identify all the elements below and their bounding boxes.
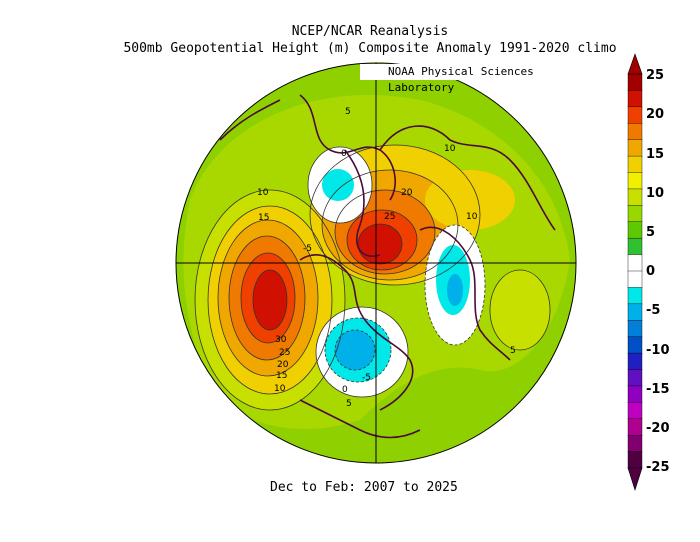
title-line-2: 500mb Geopotential Height (m) Composite … [123,41,617,56]
colorbar-swatch [627,106,643,124]
contour-label: 30 [275,335,287,345]
contour-label: 10 [274,384,286,394]
contour-label: 20 [277,360,289,370]
colorbar-tick-label: -10 [646,343,670,358]
colorbar-swatch [627,123,643,141]
colorbar-swatch [627,205,643,223]
contour-label: 15 [258,213,269,223]
contour-label: -5 [362,373,371,383]
contour-label: 5 [345,107,351,117]
low-europe-core [447,274,463,306]
colorbar-swatch [627,352,643,371]
colorbar-swatch [627,270,643,289]
colorbar-bottom-arrow [627,467,643,491]
colorbar-swatch [627,385,643,404]
contour-lines [194,144,551,411]
colorbar-top-arrow [627,53,643,75]
colorbar-swatch [627,402,643,420]
low-canada-core [335,330,375,370]
contour-label: 10 [257,188,269,198]
colorbar-swatch [627,254,643,272]
colorbar-tick-label: 5 [646,225,655,240]
colorbar-swatch [627,90,643,108]
colorbar-tick-label: 15 [646,147,664,162]
colorbar-labels: 25 20 15 10 5 0 -5 -10 -15 -20 -25 [646,68,670,475]
colorbar-tick-label: 20 [646,107,664,122]
colorbar-swatch [627,287,643,305]
colorbar-swatch [627,237,643,256]
contour-label: 10 [466,212,478,222]
period-label: Dec to Feb: 2007 to 2025 [270,480,458,495]
pos-asia [490,270,550,350]
low-bering [322,169,354,201]
colorbar-tick-label: -5 [646,303,660,318]
credit-label: NOAA Physical Sciences Laboratory [360,64,572,94]
colorbar-tick-label: -15 [646,382,670,397]
colorbar-swatch [627,303,643,321]
colorbar-swatch [627,221,643,239]
contour-label: 25 [384,212,395,222]
title-line-1: NCEP/NCAR Reanalysis [291,24,449,39]
colorbar-swatch [627,139,643,157]
contour-label: 15 [276,371,287,381]
colorbar-swatches [627,73,643,469]
colorbar-tick-label: -20 [646,421,670,436]
colorbar-tick-label: 10 [646,186,664,201]
colorbar-swatch [627,336,643,354]
colorbar-swatch [627,369,643,387]
colorbar-swatch [627,451,643,469]
colorbar-swatch [627,418,643,436]
colorbar-swatch [627,188,643,207]
high-siberia [425,170,515,230]
colorbar-swatch [627,320,643,338]
contour-label: 0 [341,149,347,159]
anomaly-field [176,63,576,463]
colorbar-tick-label: 0 [646,264,655,279]
contour-label: -5 [303,244,312,254]
contour-label: 0 [342,385,348,395]
contour-label: 5 [346,399,352,409]
colorbar-swatch [627,434,643,453]
colorbar-tick-label: -25 [646,460,670,475]
map-border [175,62,577,464]
colorbar-swatch [627,73,643,92]
contour-label: 5 [510,346,516,356]
coastlines [219,94,556,439]
colorbar-tick-label: 25 [646,68,664,83]
contour-labels: 5 0 10 15 20 25 10 -5 30 25 20 15 10 -5 … [257,107,516,409]
high-center-5 [358,224,402,264]
contour-label: 25 [279,348,290,358]
colorbar-swatch [627,172,643,190]
contour-label: 10 [444,144,456,154]
ridge-west-6 [253,270,287,330]
colorbar-swatch [627,155,643,174]
contour-label: 20 [401,188,413,198]
